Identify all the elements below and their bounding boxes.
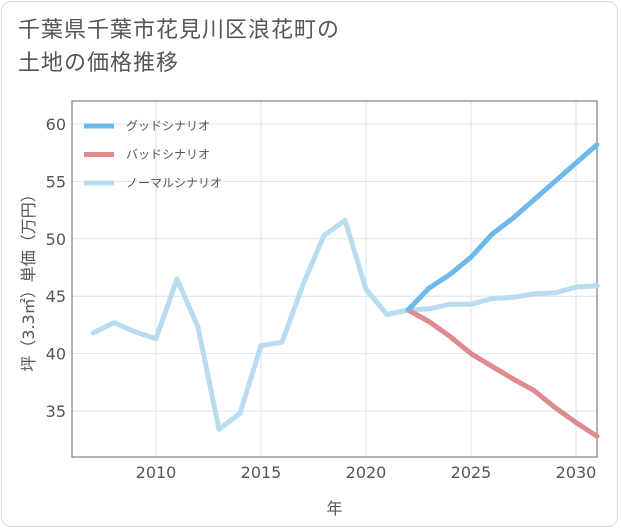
x-axis-label: 年 [326, 499, 342, 518]
legend-label: グッドシナリオ [126, 119, 210, 133]
legend-label: ノーマルシナリオ [126, 176, 222, 190]
tick-labels: 2010 2015 2020 2025 2030 35 40 45 50 55 60 [46, 115, 597, 482]
y-tick-label: 40 [46, 345, 66, 364]
y-tick-label: 35 [46, 402, 66, 421]
y-tick-label: 60 [46, 115, 66, 134]
x-tick-label: 2030 [556, 463, 597, 482]
y-tick-label: 50 [46, 230, 66, 249]
x-tick-label: 2015 [241, 463, 282, 482]
plot-area-frame [71, 100, 598, 458]
title-line-2: 土地の価格推移 [18, 51, 180, 76]
y-tick-label: 45 [46, 287, 66, 306]
page-title: 千葉県千葉市花見川区浪花町の 土地の価格推移 [18, 14, 438, 80]
legend-label: バッドシナリオ [126, 148, 210, 162]
x-tick-label: 2025 [451, 463, 492, 482]
title-line-1: 千葉県千葉市花見川区浪花町の [18, 18, 341, 43]
x-tick-label: 2020 [346, 463, 387, 482]
series-line-1 [405, 307, 600, 439]
series-line-0 [405, 142, 600, 313]
y-axis-label: 坪（3.3㎡）単価（万円） [19, 186, 38, 371]
series-line-2 [90, 217, 600, 432]
x-tick-label: 2010 [136, 463, 177, 482]
series-layer [90, 142, 600, 439]
y-tick-label: 55 [46, 172, 66, 191]
